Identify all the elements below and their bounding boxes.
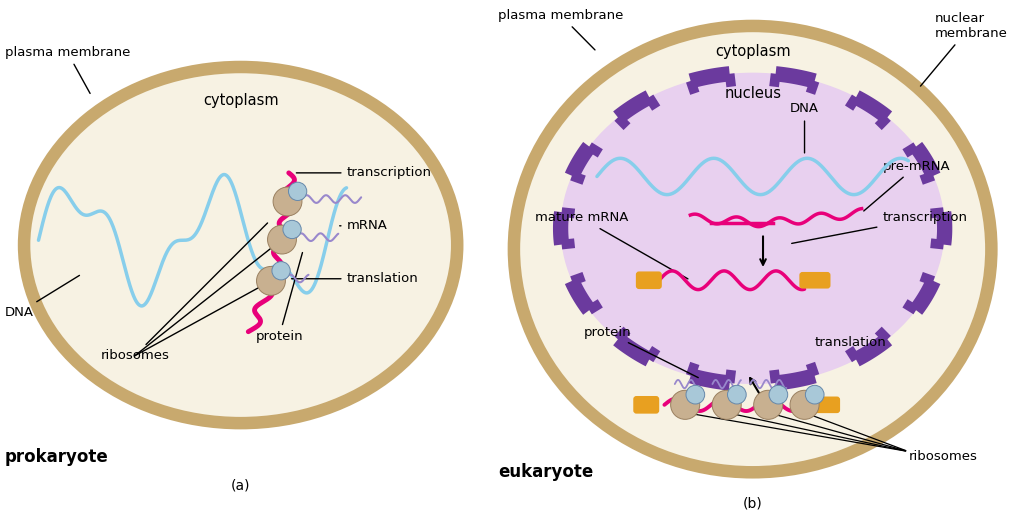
Circle shape — [273, 187, 302, 216]
Text: (b): (b) — [742, 497, 763, 510]
Circle shape — [754, 390, 782, 419]
Circle shape — [727, 385, 746, 404]
Text: protein: protein — [584, 325, 698, 378]
FancyBboxPatch shape — [636, 271, 662, 289]
Text: nucleus: nucleus — [724, 86, 781, 101]
Circle shape — [805, 385, 824, 404]
Circle shape — [686, 385, 705, 404]
Ellipse shape — [514, 26, 991, 472]
Text: translation: translation — [292, 272, 418, 285]
Text: transcription: transcription — [792, 211, 968, 243]
Circle shape — [267, 225, 296, 254]
Circle shape — [257, 266, 286, 295]
Circle shape — [272, 262, 290, 280]
Text: eukaryote: eukaryote — [499, 463, 594, 481]
Ellipse shape — [560, 73, 945, 384]
Text: cytoplasm: cytoplasm — [715, 45, 791, 59]
Circle shape — [283, 221, 301, 239]
Circle shape — [769, 385, 787, 404]
Text: nuclear
membrane: nuclear membrane — [921, 12, 1008, 86]
Circle shape — [671, 390, 699, 419]
Text: plasma membrane: plasma membrane — [499, 9, 624, 50]
Text: protein: protein — [255, 253, 303, 343]
FancyBboxPatch shape — [800, 397, 840, 413]
Text: plasma membrane: plasma membrane — [5, 46, 130, 93]
Text: (a): (a) — [230, 479, 251, 493]
Text: cytoplasm: cytoplasm — [203, 93, 279, 108]
Text: mature mRNA: mature mRNA — [535, 211, 688, 279]
Text: pre-mRNA: pre-mRNA — [863, 159, 950, 211]
Text: ribosomes: ribosomes — [100, 223, 267, 362]
Text: transcription: transcription — [296, 167, 431, 180]
Text: DNA: DNA — [791, 102, 819, 153]
Ellipse shape — [24, 67, 457, 423]
Text: DNA: DNA — [5, 276, 80, 319]
FancyBboxPatch shape — [633, 396, 659, 414]
Text: ribosomes: ribosomes — [908, 450, 977, 463]
Text: translation: translation — [815, 336, 887, 349]
Circle shape — [289, 182, 307, 200]
FancyBboxPatch shape — [800, 272, 830, 289]
Text: prokaryote: prokaryote — [5, 448, 109, 466]
Circle shape — [790, 390, 819, 419]
Circle shape — [712, 390, 741, 419]
Text: mRNA: mRNA — [340, 220, 387, 233]
